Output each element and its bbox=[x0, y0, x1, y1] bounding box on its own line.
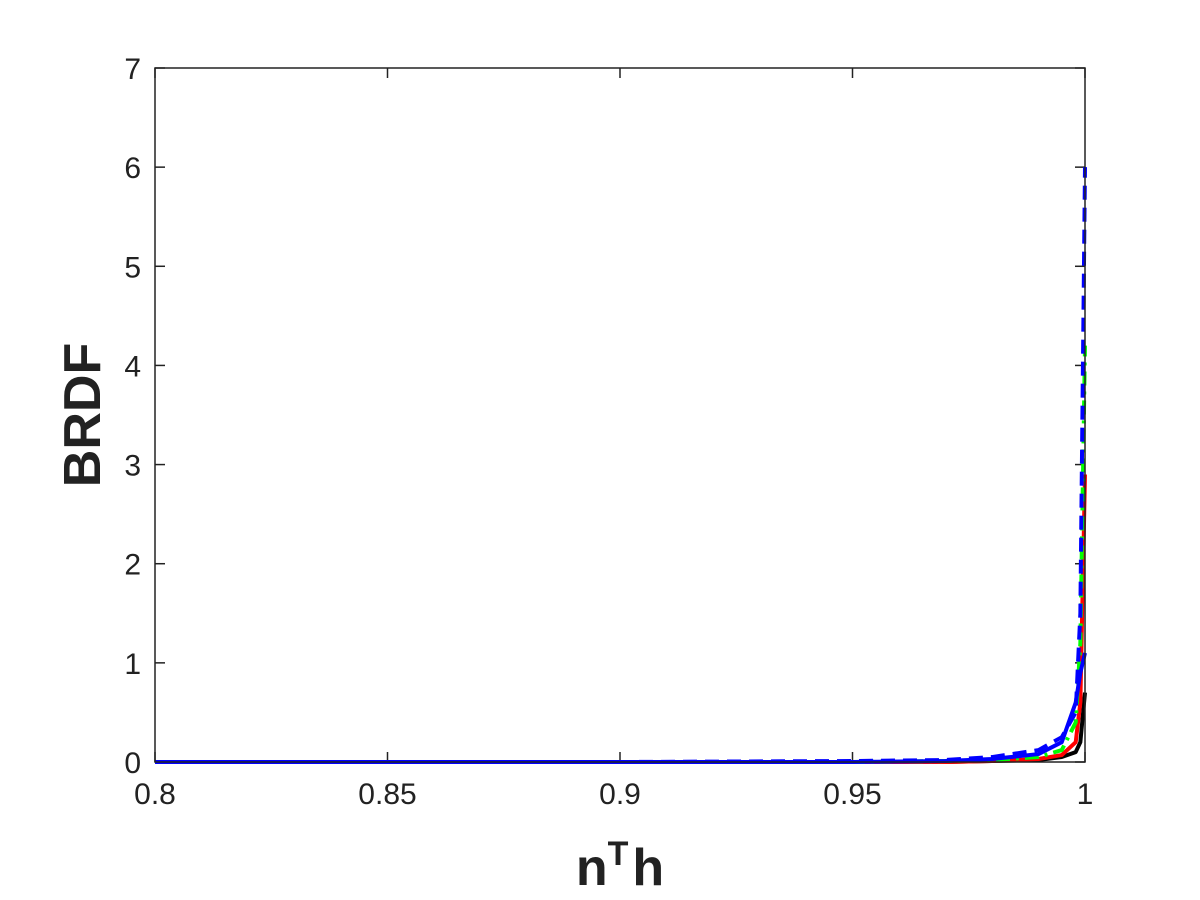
x-tick-label: 1 bbox=[1077, 778, 1094, 811]
x-axis-label-base: n bbox=[576, 839, 608, 897]
y-tick-label: 5 bbox=[124, 251, 141, 284]
y-tick-label: 2 bbox=[124, 549, 141, 582]
y-tick-label: 0 bbox=[124, 747, 141, 780]
axes-box bbox=[154, 67, 1086, 763]
x-tick-label: 0.9 bbox=[599, 778, 641, 811]
x-axis-label-tail: h bbox=[632, 839, 664, 897]
y-tick-label: 4 bbox=[124, 350, 141, 383]
y-tick-label: 1 bbox=[124, 648, 141, 681]
x-tick-label: 0.95 bbox=[823, 778, 881, 811]
x-tick-label: 0.85 bbox=[358, 778, 416, 811]
y-axis-label: BRDF bbox=[54, 343, 112, 487]
y-tick-label: 3 bbox=[124, 450, 141, 483]
y-tick-label: 7 bbox=[124, 53, 141, 86]
x-axis-label: nTh bbox=[576, 835, 664, 897]
y-tick-label: 6 bbox=[124, 152, 141, 185]
x-axis-label-sup: T bbox=[608, 835, 629, 873]
x-tick-label: 0.8 bbox=[134, 778, 176, 811]
